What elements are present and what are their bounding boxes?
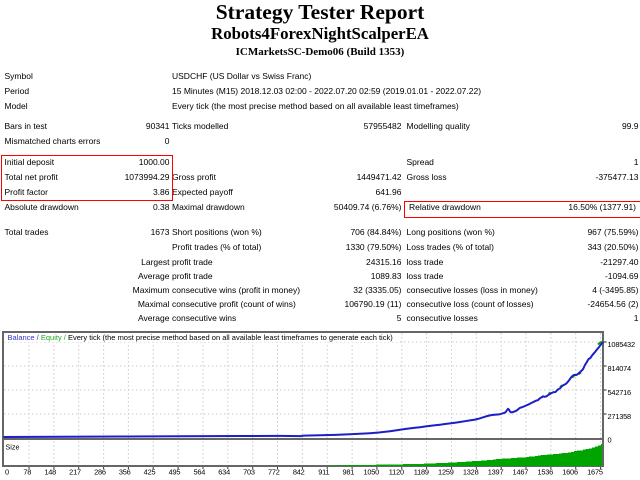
svg-text:564: 564 bbox=[193, 467, 205, 476]
svg-text:814074: 814074 bbox=[608, 364, 632, 373]
svg-text:842: 842 bbox=[293, 467, 305, 476]
svg-text:148: 148 bbox=[44, 467, 56, 476]
svg-text:271358: 271358 bbox=[608, 412, 632, 421]
svg-text:1085432: 1085432 bbox=[608, 340, 635, 349]
svg-text:1120: 1120 bbox=[389, 467, 404, 476]
svg-text:78: 78 bbox=[23, 467, 31, 476]
svg-text:1189: 1189 bbox=[414, 467, 429, 476]
svg-text:1397: 1397 bbox=[488, 467, 504, 476]
svg-text:1675: 1675 bbox=[587, 467, 603, 476]
svg-text:634: 634 bbox=[218, 467, 230, 476]
svg-text:542716: 542716 bbox=[608, 388, 632, 397]
svg-text:425: 425 bbox=[144, 467, 156, 476]
svg-text:1606: 1606 bbox=[562, 467, 578, 476]
svg-text:356: 356 bbox=[119, 467, 131, 476]
svg-text:Size: Size bbox=[6, 442, 20, 451]
svg-text:1259: 1259 bbox=[438, 467, 454, 476]
svg-text:0: 0 bbox=[608, 435, 612, 444]
svg-text:1536: 1536 bbox=[537, 467, 553, 476]
svg-text:1328: 1328 bbox=[463, 467, 479, 476]
svg-text:911: 911 bbox=[318, 467, 329, 476]
svg-text:981: 981 bbox=[342, 467, 354, 476]
svg-text:495: 495 bbox=[169, 467, 181, 476]
svg-text:0: 0 bbox=[5, 467, 9, 476]
svg-text:Balance / Equity / Every tick: Balance / Equity / Every tick (the most … bbox=[8, 333, 394, 342]
svg-text:1467: 1467 bbox=[513, 467, 529, 476]
svg-text:217: 217 bbox=[69, 467, 81, 476]
svg-text:1050: 1050 bbox=[363, 467, 379, 476]
svg-text:772: 772 bbox=[268, 467, 280, 476]
svg-text:703: 703 bbox=[243, 467, 255, 476]
svg-text:286: 286 bbox=[94, 467, 106, 476]
